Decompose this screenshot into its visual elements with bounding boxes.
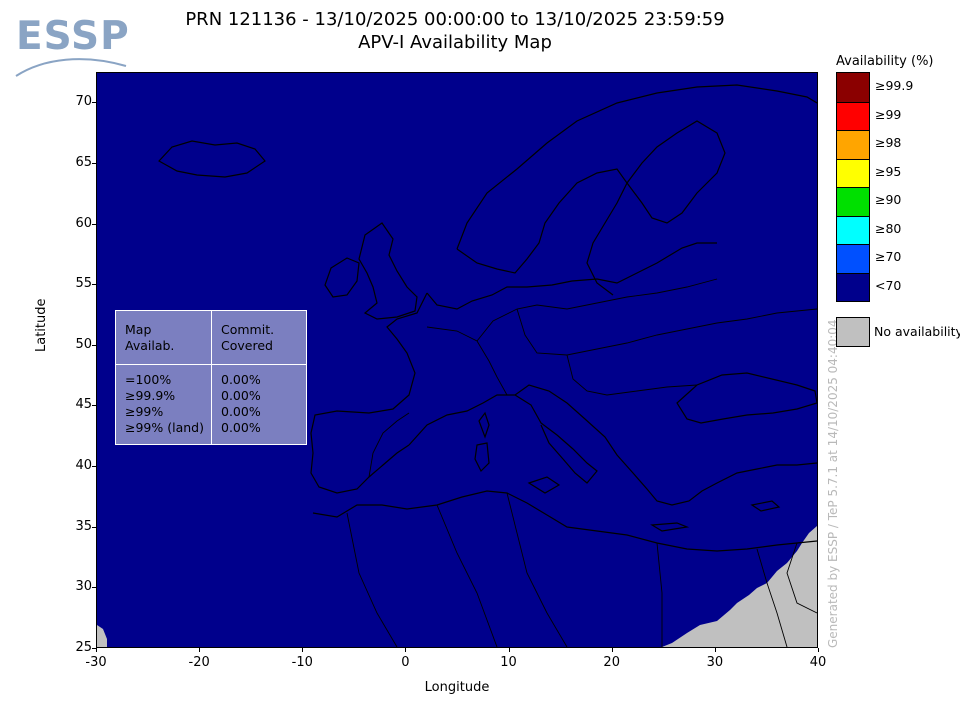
table-coverage-values: 0.00% 0.00% 0.00% 0.00% <box>221 372 261 435</box>
legend-color-scale <box>836 72 870 302</box>
y-tick-label: 55 <box>75 276 92 292</box>
title-line-2: APV-I Availability Map <box>358 32 552 53</box>
legend-swatch <box>837 215 869 244</box>
y-tick-label: 40 <box>75 458 92 474</box>
y-tick-mark <box>92 163 96 164</box>
country-borders <box>346 278 817 647</box>
legend-separator <box>837 130 869 131</box>
y-tick-mark <box>92 224 96 225</box>
legend-separator <box>837 272 869 274</box>
legend-label: ≥95 <box>875 163 902 179</box>
table-header-map-availability: Map Availab. <box>125 322 175 353</box>
y-tick-mark <box>92 527 96 528</box>
y-tick-mark <box>92 587 96 588</box>
legend-swatch <box>837 130 869 159</box>
logo-text: ESSP <box>16 14 130 59</box>
legend-swatch <box>837 272 869 301</box>
logo-swoosh-icon <box>15 58 127 77</box>
legend-label: <70 <box>875 277 902 293</box>
table-divider-horizontal <box>116 364 306 365</box>
x-tick-mark <box>612 648 613 652</box>
y-tick-mark <box>92 405 96 406</box>
legend-swatch <box>837 244 869 273</box>
statistics-table: Map Availab. Commit. Covered =100% ≥99.9… <box>115 310 307 445</box>
map-title: PRN 121136 - 13/10/2025 00:00:00 to 13/1… <box>130 8 780 54</box>
x-tick-mark <box>818 648 819 652</box>
no-availability-swatch <box>836 317 870 347</box>
y-tick-mark <box>92 466 96 467</box>
legend-separator <box>837 244 869 245</box>
x-tick-label: -10 <box>291 655 313 670</box>
x-tick-mark <box>302 648 303 652</box>
legend-title: Availability (%) <box>836 54 934 69</box>
legend-separator <box>837 158 869 160</box>
legend-swatch <box>837 158 869 187</box>
title-line-1: PRN 121136 - 13/10/2025 00:00:00 to 13/1… <box>185 9 725 30</box>
generated-by-watermark: Generated by ESSP / TeP 5.7.1 at 14/10/2… <box>826 319 840 648</box>
legend-label: ≥99.9 <box>875 78 914 94</box>
y-tick-mark <box>92 345 96 346</box>
legend-label: ≥98 <box>875 135 902 151</box>
y-tick-label: 50 <box>75 336 92 352</box>
y-tick-mark <box>92 648 96 649</box>
table-divider-vertical <box>211 311 212 444</box>
y-tick-label: 35 <box>75 518 92 534</box>
legend-swatch <box>837 101 869 130</box>
x-tick-label: 40 <box>809 655 827 670</box>
legend-label: ≥99 <box>875 106 902 122</box>
x-axis-label: Longitude <box>424 680 490 695</box>
x-tick-label: 20 <box>603 655 620 670</box>
x-tick-mark <box>405 648 406 652</box>
x-tick-mark <box>199 648 200 652</box>
legend-swatch <box>837 73 869 102</box>
legend-separator <box>837 101 869 103</box>
x-tick-label: 0 <box>401 655 410 670</box>
no-availability-region-west <box>97 625 107 647</box>
legend-label: ≥90 <box>875 192 902 208</box>
x-tick-label: -30 <box>85 655 107 670</box>
x-tick-mark <box>96 648 97 652</box>
table-availability-thresholds: =100% ≥99.9% ≥99% ≥99% (land) <box>125 372 204 435</box>
no-availability-label: No availability <box>874 324 960 339</box>
y-axis-label: Latitude <box>34 298 49 352</box>
y-tick-label: 60 <box>75 215 92 231</box>
legend-swatch <box>837 187 869 216</box>
legend-label: ≥70 <box>875 249 902 265</box>
y-tick-label: 65 <box>75 154 92 170</box>
x-tick-mark <box>715 648 716 652</box>
essp-logo: ESSP <box>14 14 134 78</box>
y-tick-mark <box>92 102 96 103</box>
y-tick-label: 70 <box>75 94 92 110</box>
y-tick-label: 45 <box>75 397 92 413</box>
x-tick-label: 10 <box>500 655 517 670</box>
legend-separator <box>837 187 869 188</box>
y-tick-label: 30 <box>75 579 92 595</box>
y-tick-label: 25 <box>75 640 92 655</box>
y-tick-mark <box>92 284 96 285</box>
coastlines <box>158 84 817 552</box>
x-tick-mark <box>509 648 510 652</box>
legend-label: ≥80 <box>875 220 902 236</box>
x-tick-label: 30 <box>706 655 724 670</box>
legend-separator <box>837 215 869 217</box>
table-header-commit-covered: Commit. Covered <box>221 322 275 353</box>
x-tick-label: -20 <box>188 655 210 670</box>
